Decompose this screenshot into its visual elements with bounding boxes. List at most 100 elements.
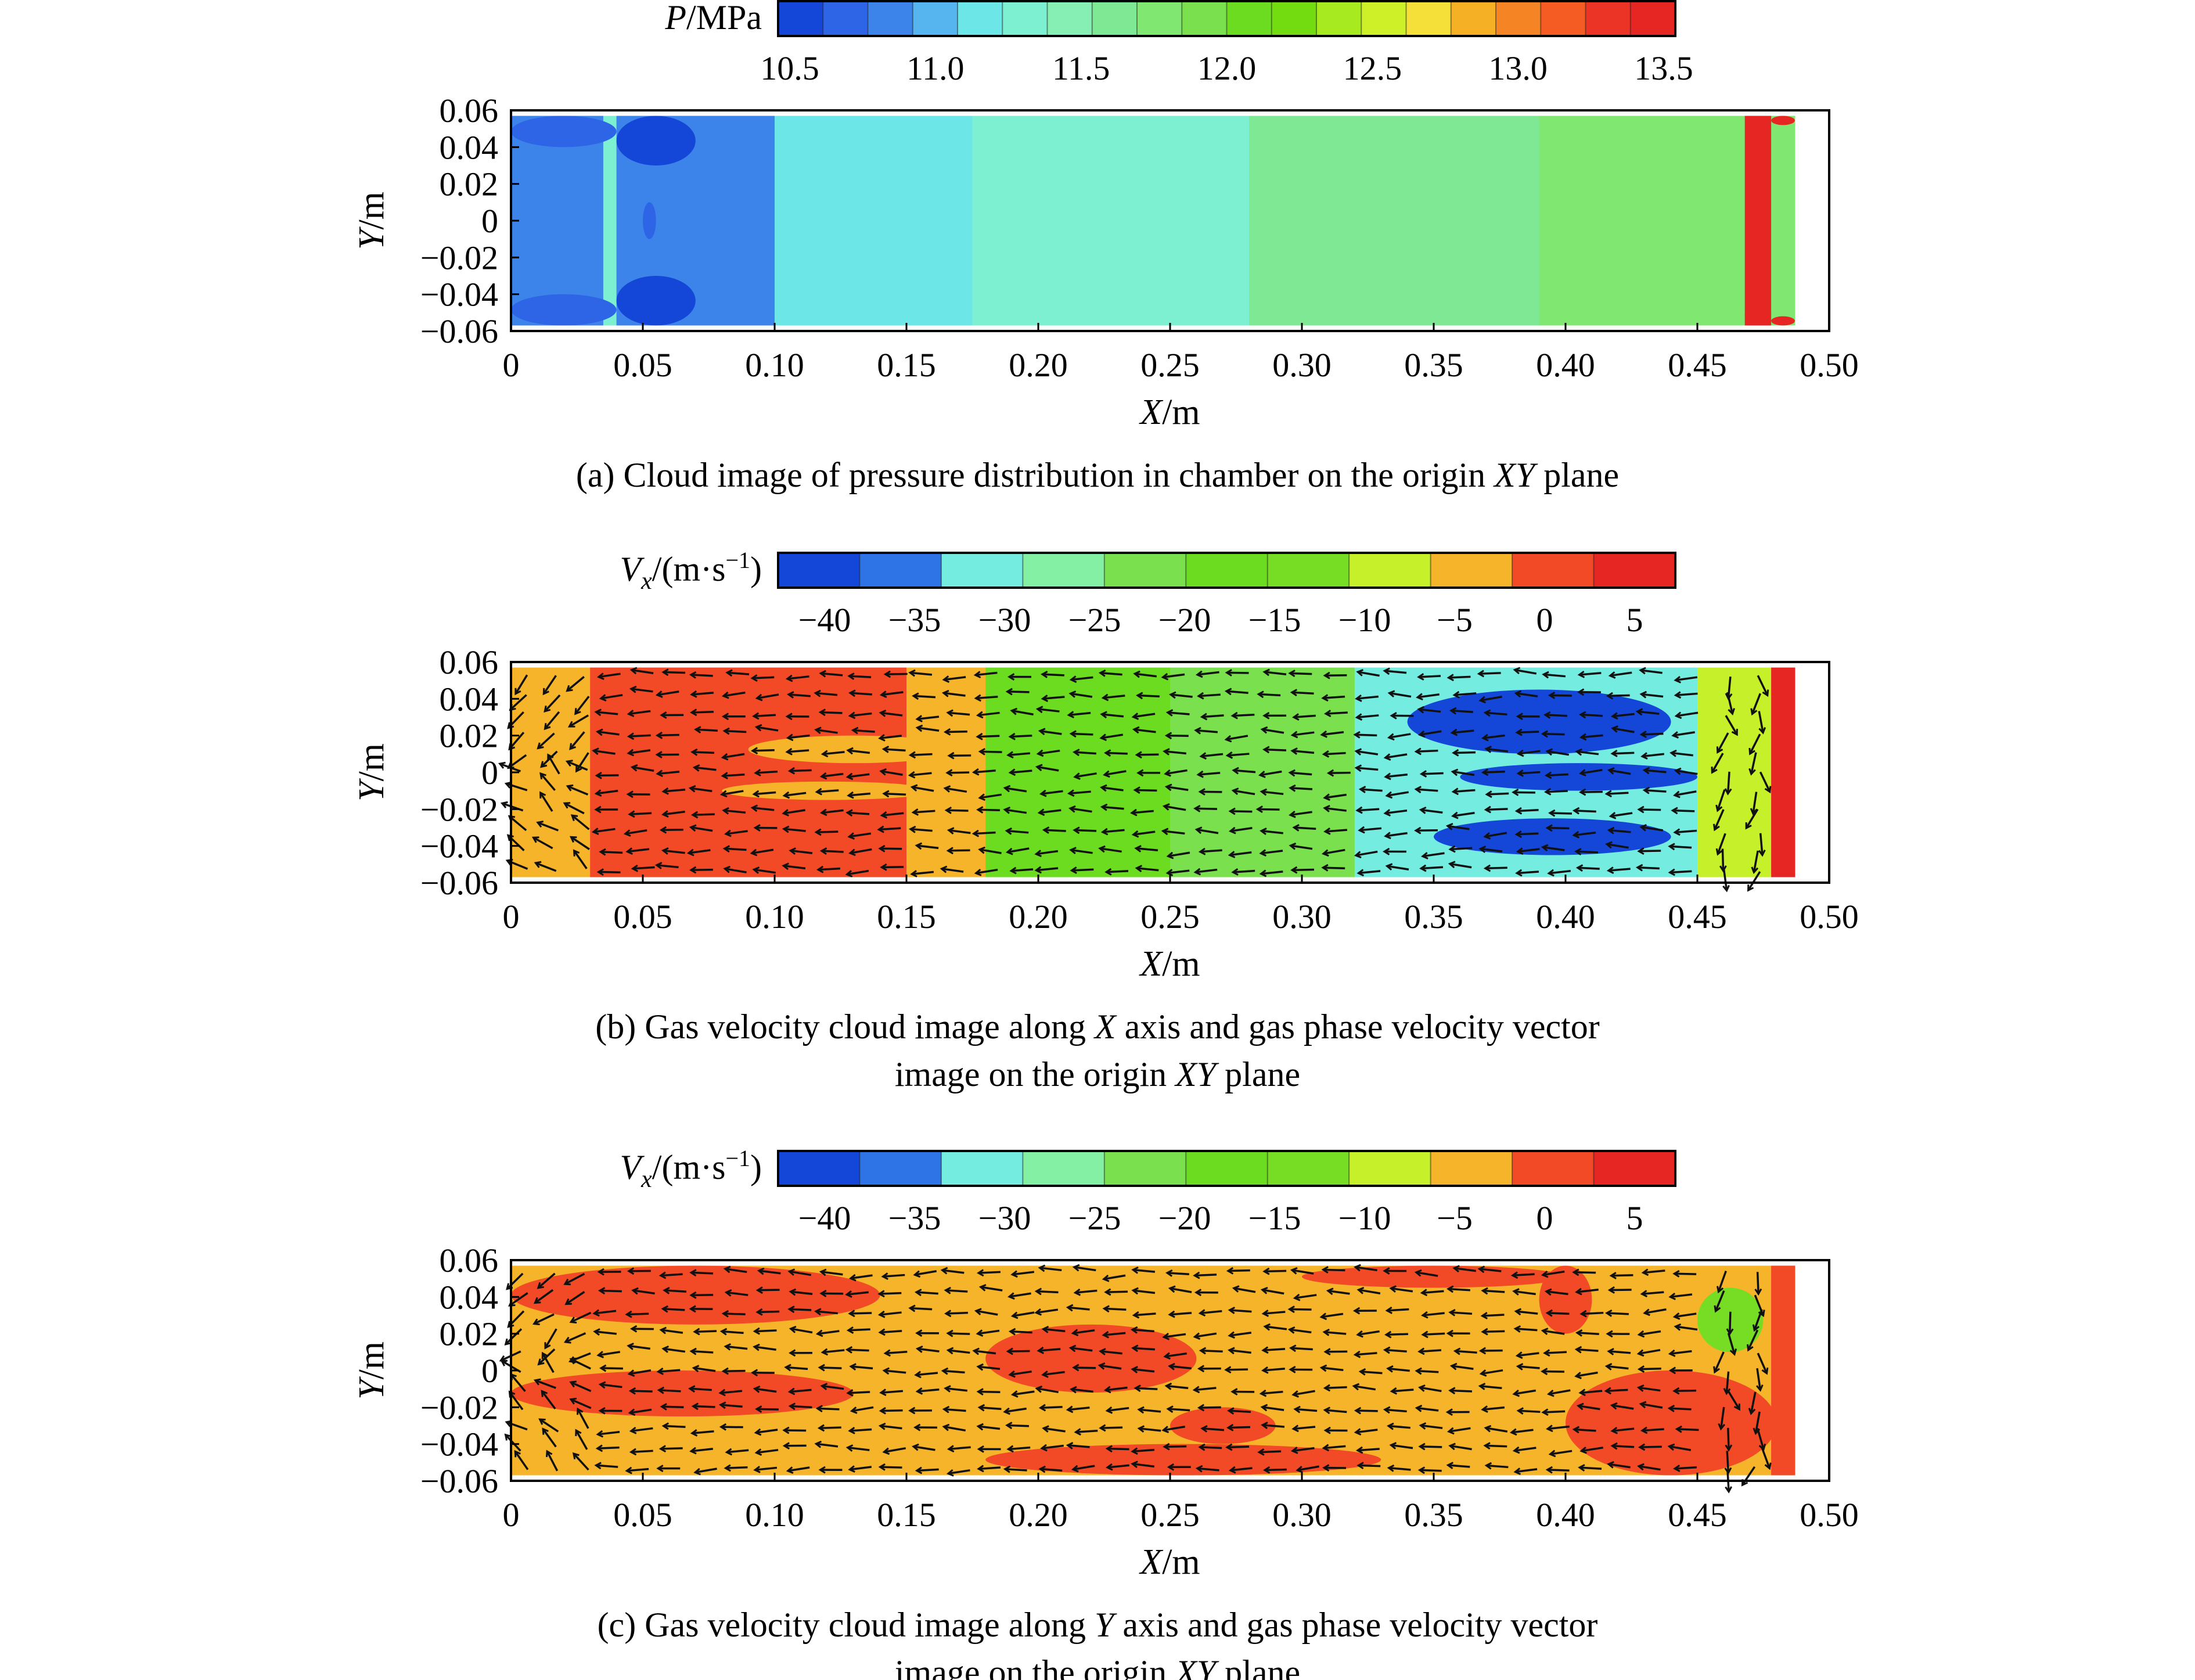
contour-band [511,116,604,326]
velocity-vector [1035,1308,1059,1314]
velocity-vector [789,1388,812,1393]
velocity-vector [1039,1267,1062,1272]
y-tick-label: −0.06 [420,1462,498,1500]
velocity-vector-head [1130,808,1138,816]
velocity-vector [1480,695,1502,702]
velocity-vector-head [1750,808,1758,816]
velocity-vector-head [1260,828,1267,835]
velocity-vector-head [1543,1349,1550,1357]
velocity-vector [884,1447,906,1454]
velocity-vector-head [1259,849,1267,857]
velocity-vector [1544,1351,1567,1354]
velocity-vector [657,771,680,775]
velocity-vector-head [1131,830,1139,838]
velocity-vector-head [879,709,887,717]
velocity-vector-head [514,688,521,696]
velocity-vector-head [1724,788,1732,796]
velocity-vector [1574,810,1596,813]
caption-fragment: image on the origin [895,1055,1175,1093]
velocity-vector-head [1073,772,1081,780]
velocity-vector [597,1446,620,1450]
velocity-vector [1321,1366,1344,1372]
velocity-vector-head [1005,1422,1013,1430]
velocity-vector-head [1161,672,1169,681]
velocity-vector [1007,1350,1030,1352]
colorbar-frame [777,552,1676,589]
velocity-vector [1644,789,1667,793]
velocity-vector-head [1725,1444,1733,1452]
velocity-vector-head [661,668,669,677]
velocity-vector-head [976,711,984,719]
velocity-vector [978,1271,1001,1274]
velocity-vector-head [1387,690,1395,698]
velocity-vector-head [1514,807,1523,815]
velocity-vector-head [1102,1330,1110,1339]
velocity-vector [537,732,555,749]
velocity-vector [1232,713,1255,717]
velocity-vector-head [753,1466,761,1473]
velocity-vector-head [625,1310,632,1318]
velocity-vector-head [1326,769,1334,777]
velocity-vector-head [1512,789,1519,796]
velocity-vector [1133,713,1156,718]
velocity-vector [1194,1387,1217,1391]
velocity-vector-head [1323,1426,1331,1434]
velocity-vector-head [1230,1388,1238,1396]
velocity-vector [784,792,807,797]
velocity-vector [1711,753,1724,774]
velocity-vector [1714,1351,1725,1373]
y-tick-label: −0.02 [420,1388,498,1426]
velocity-vector-head [1355,695,1362,702]
velocity-vector [850,692,873,696]
velocity-vector [596,789,618,795]
velocity-vector-head [914,1370,922,1379]
contour-region [616,276,696,326]
velocity-vector-head [1724,1467,1732,1475]
velocity-vector-head [690,690,697,698]
velocity-vector-head [1546,1424,1553,1433]
velocity-vector [1294,1294,1317,1300]
velocity-vector-head [594,789,602,797]
velocity-vector-head [1034,866,1042,874]
velocity-vector-head [1478,696,1487,704]
velocity-vector [1229,1309,1252,1313]
colorbar-tick-label: −35 [888,601,941,639]
velocity-vector [1071,732,1093,736]
velocity-vector-head [1383,809,1391,816]
velocity-vector-head [911,808,919,816]
velocity-vector-head [1575,1287,1582,1296]
velocity-vector-head [1417,730,1426,738]
velocity-vector [1611,1404,1634,1410]
contour-band [590,667,907,877]
velocity-vector-head [690,1429,698,1437]
velocity-vector-head [910,870,917,877]
velocity-vector [1164,750,1186,755]
velocity-vector-head [531,836,539,843]
velocity-vector [917,726,940,732]
velocity-vector-head [721,691,729,699]
velocity-vector-head [944,1286,951,1294]
velocity-vector-head [1639,690,1647,699]
panel-caption: (c) Gas velocity cloud image along Y axi… [598,1606,1598,1644]
velocity-vector [755,1429,778,1434]
velocity-vector [1754,1411,1761,1434]
velocity-vector [1042,673,1064,677]
velocity-vector [534,1289,554,1304]
velocity-vector-head [818,708,826,717]
velocity-vector-head [1478,846,1487,853]
velocity-vector [948,829,971,834]
velocity-vector-head [1289,1365,1296,1373]
velocity-vector [1360,1370,1383,1375]
velocity-vector [690,674,713,677]
velocity-vector-head [567,721,575,728]
velocity-vector-head [563,1278,571,1286]
velocity-vector-head [1292,824,1300,832]
colorbar-swatch [859,553,942,588]
velocity-vector [847,1348,869,1352]
velocity-vector-head [1006,1347,1013,1355]
velocity-vector [1233,769,1256,774]
velocity-vector [945,1387,968,1392]
velocity-vector-head [1673,790,1681,798]
velocity-vector-head [976,806,984,814]
velocity-vector [1005,1467,1027,1472]
